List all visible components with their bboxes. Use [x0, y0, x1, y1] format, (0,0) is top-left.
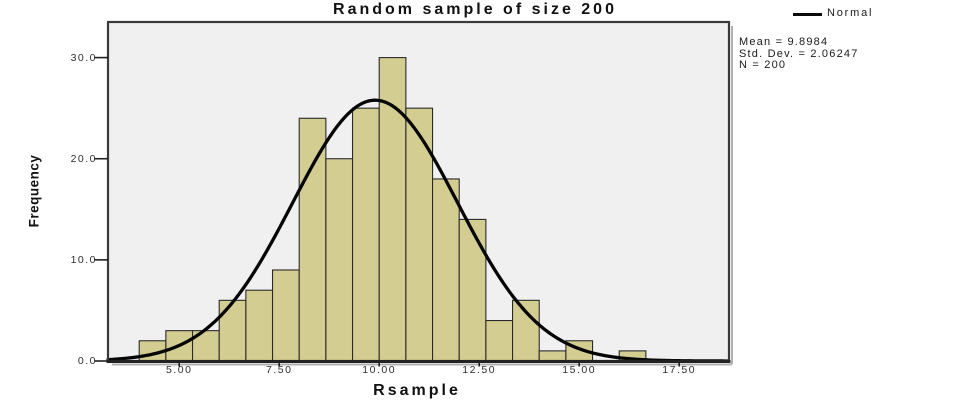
legend-label-normal: Normal [827, 7, 874, 19]
x-tick-label: 15.00 [562, 364, 597, 376]
histogram-bar [245, 289, 274, 362]
stat-n: N = 200 [739, 59, 787, 71]
histogram-bar [271, 269, 300, 362]
histogram-bar [458, 218, 487, 362]
histogram-bar [218, 299, 247, 362]
x-tick-label: 7.50 [265, 364, 293, 376]
x-tick-label: 5.00 [165, 364, 193, 376]
histogram-bar [538, 350, 567, 362]
stat-std-dev: Std. Dev. = 2.06247 [739, 47, 859, 60]
histogram-bar [351, 107, 380, 362]
x-tick-label: 10.00 [362, 364, 397, 376]
histogram-bar [405, 107, 434, 362]
y-tick-label: 30.0 [70, 51, 97, 64]
y-tick-label: 20.0 [70, 152, 97, 165]
y-tick-label: 10.0 [70, 253, 97, 266]
x-axis-title: Rsample [373, 382, 461, 399]
histogram-bar [298, 117, 327, 362]
stats-block: Mean = 9.8984 Std. Dev. = 2.06247 N = 20… [739, 36, 859, 72]
histogram-bar [431, 178, 460, 362]
y-tick-label: 0.0 [77, 355, 97, 367]
histogram-bar [485, 319, 514, 362]
normal-curve [106, 98, 729, 363]
x-tick-label: 12.50 [462, 364, 497, 376]
histogram-bar [325, 158, 354, 362]
stat-mean: Mean = 9.8984 [739, 36, 829, 48]
chart-title: Random sample of size 200 [333, 1, 617, 18]
normal-curve-legend-line-icon [793, 13, 822, 17]
x-tick-label: 17.50 [662, 364, 697, 376]
